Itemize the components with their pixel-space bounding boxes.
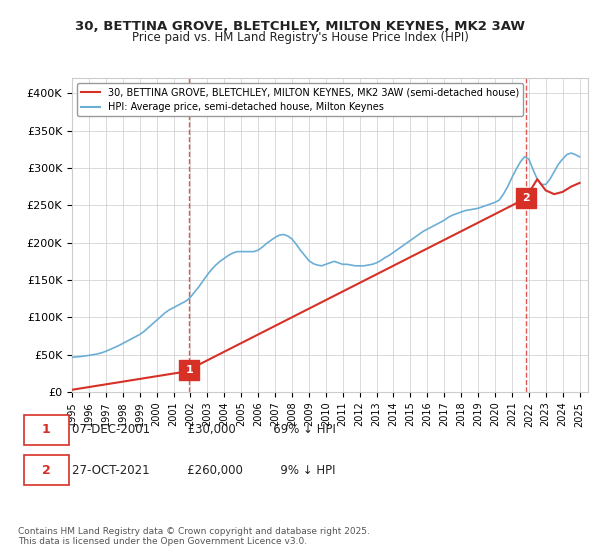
Text: 2: 2 xyxy=(522,193,530,203)
Text: 1: 1 xyxy=(185,365,193,375)
FancyBboxPatch shape xyxy=(24,415,69,445)
Text: 30, BETTINA GROVE, BLETCHLEY, MILTON KEYNES, MK2 3AW: 30, BETTINA GROVE, BLETCHLEY, MILTON KEY… xyxy=(75,20,525,32)
Legend: 30, BETTINA GROVE, BLETCHLEY, MILTON KEYNES, MK2 3AW (semi-detached house), HPI:: 30, BETTINA GROVE, BLETCHLEY, MILTON KEY… xyxy=(77,83,523,116)
Text: Contains HM Land Registry data © Crown copyright and database right 2025.
This d: Contains HM Land Registry data © Crown c… xyxy=(18,526,370,546)
Text: 07-DEC-2001          £30,000          69% ↓ HPI: 07-DEC-2001 £30,000 69% ↓ HPI xyxy=(72,423,336,436)
FancyBboxPatch shape xyxy=(24,455,69,486)
Text: 27-OCT-2021          £260,000          9% ↓ HPI: 27-OCT-2021 £260,000 9% ↓ HPI xyxy=(72,464,335,477)
Text: 2: 2 xyxy=(42,464,50,477)
Text: 1: 1 xyxy=(42,423,50,436)
Text: Price paid vs. HM Land Registry's House Price Index (HPI): Price paid vs. HM Land Registry's House … xyxy=(131,31,469,44)
